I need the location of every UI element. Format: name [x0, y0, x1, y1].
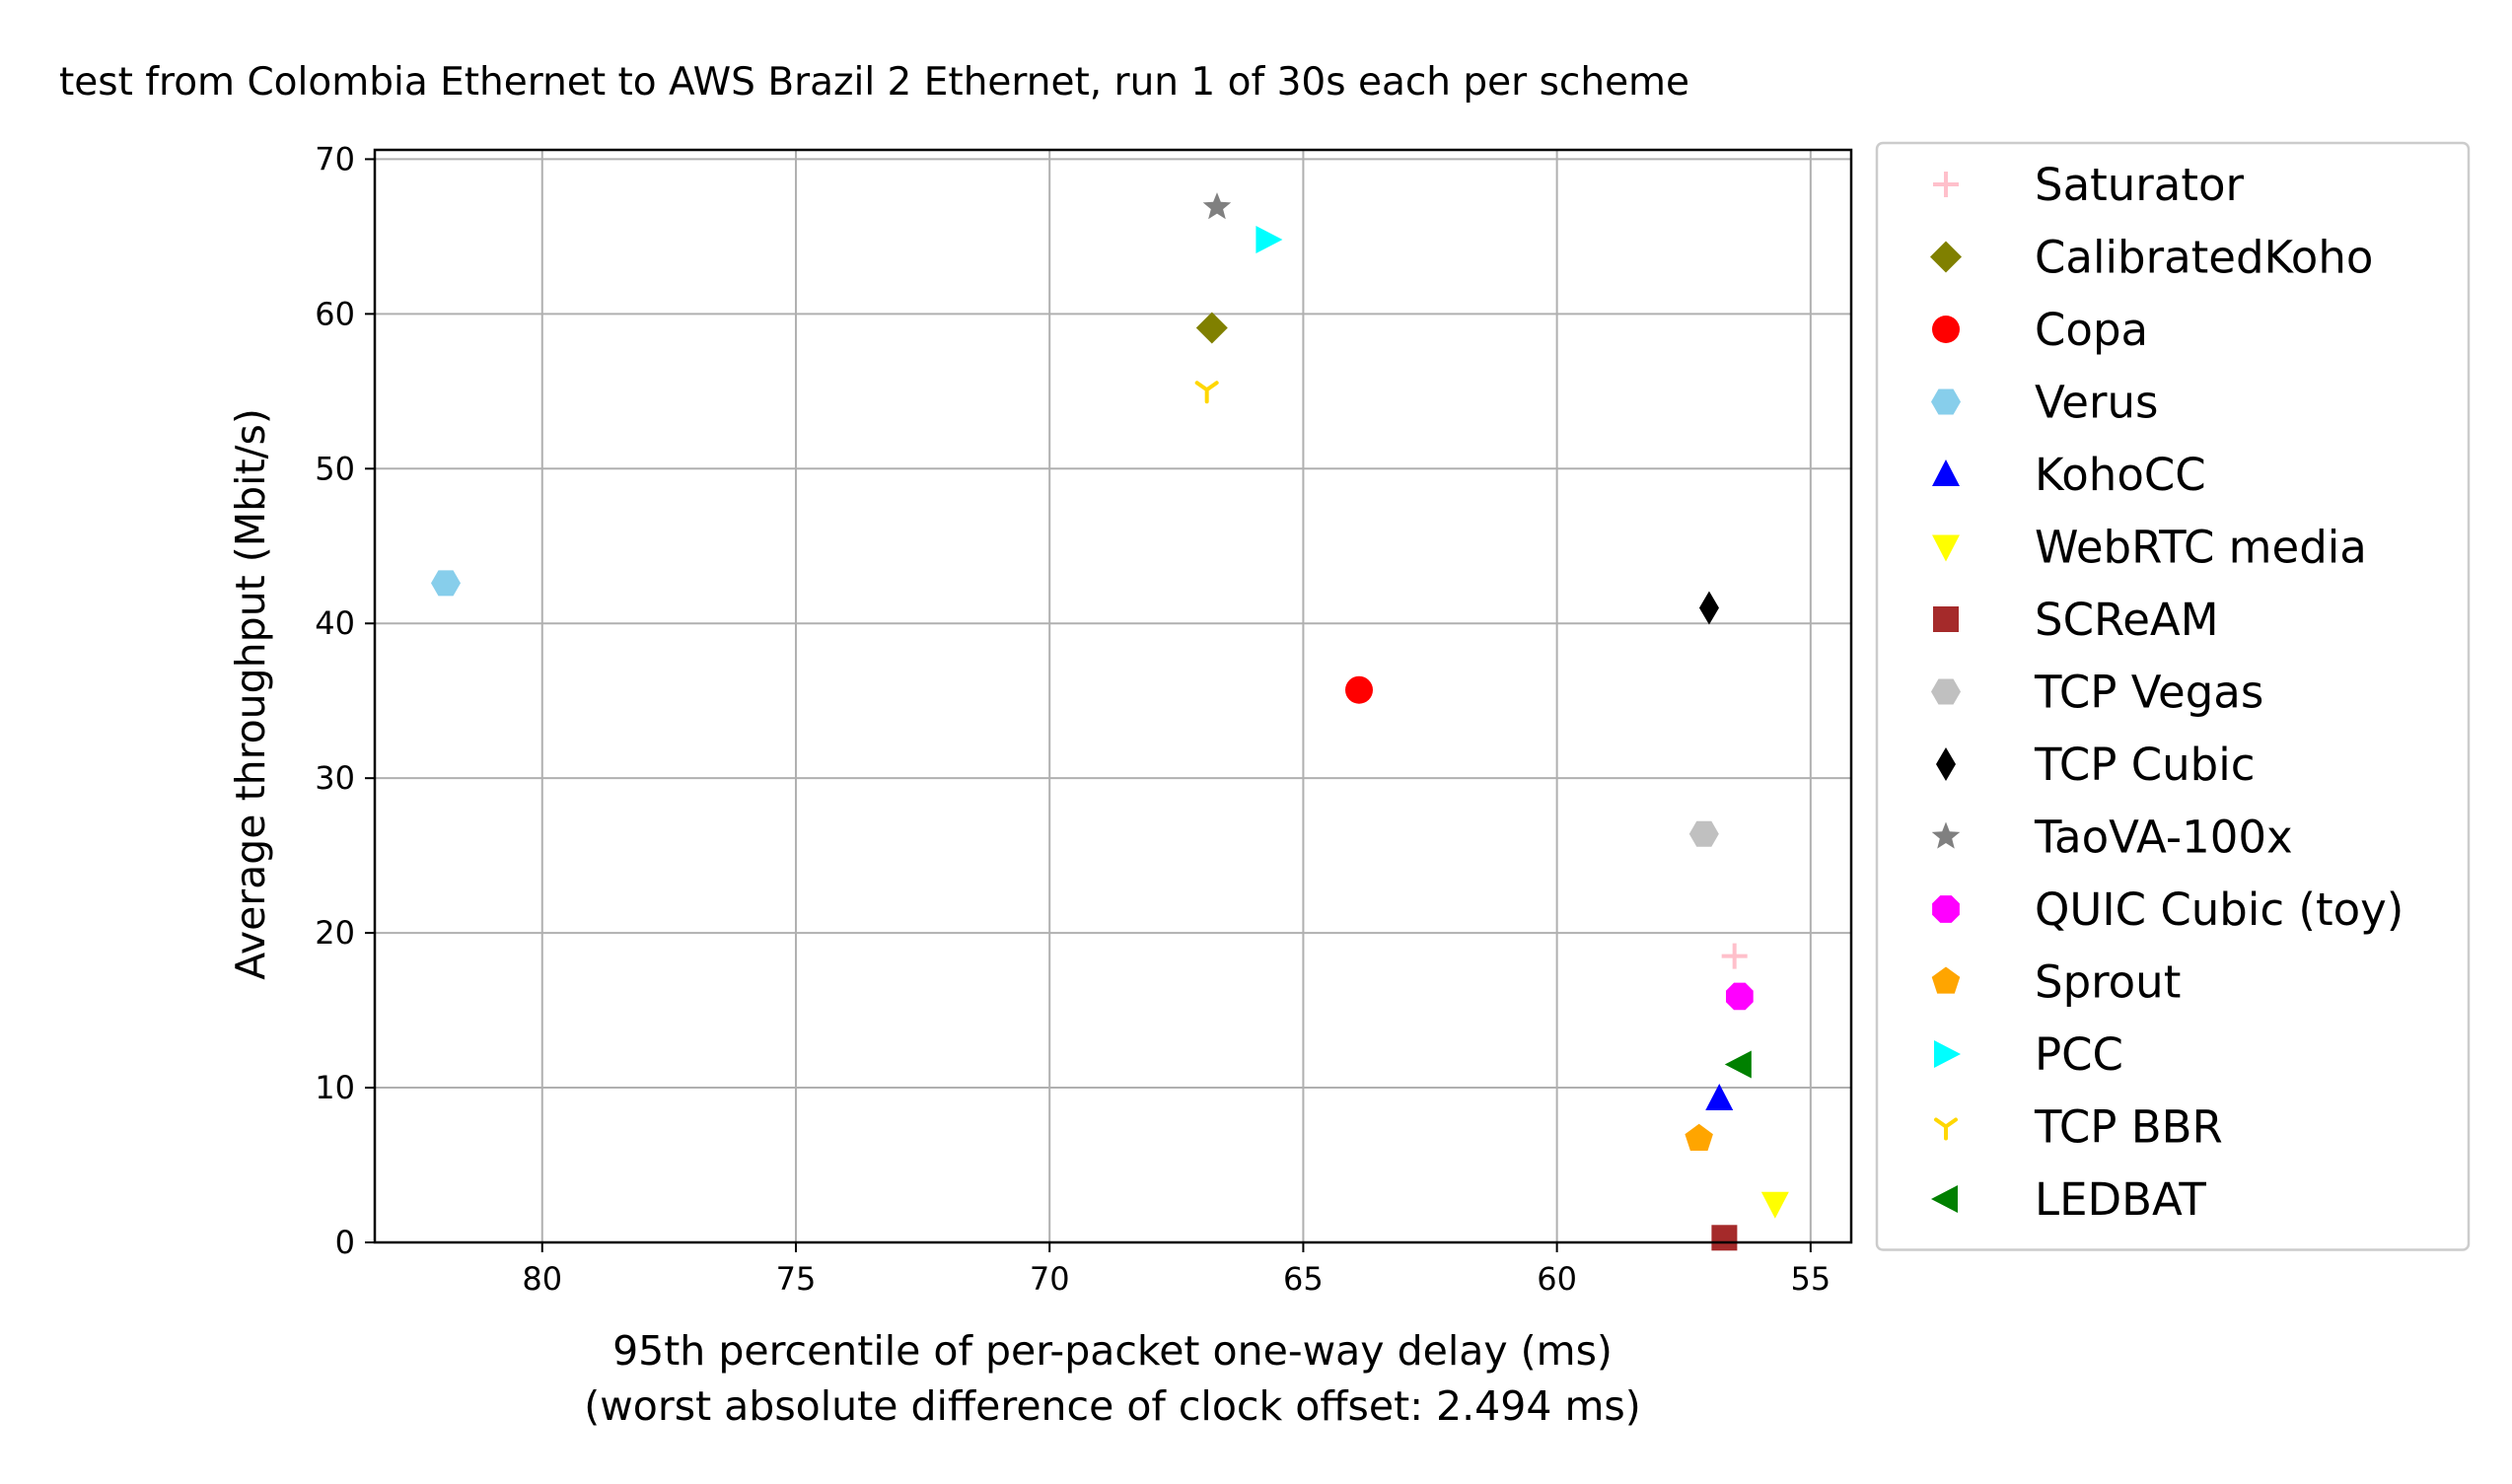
- plot-area: [373, 148, 1853, 1244]
- point-scream: [1711, 1225, 1738, 1251]
- chart-title: test from Colombia Ethernet to AWS Brazi…: [59, 60, 1689, 105]
- data-points: [431, 192, 1789, 1251]
- point-ledbat: [1724, 1050, 1752, 1079]
- x-axis-label: 95th percentile of per-packet one-way de…: [612, 1327, 1613, 1375]
- x-tick-label: 55: [1790, 1260, 1830, 1298]
- legend-marker-tcp-cubic: [1936, 747, 1956, 781]
- x-axis-sublabel: (worst absolute difference of clock offs…: [584, 1382, 1641, 1430]
- legend-marker-taova-100x: [1931, 821, 1961, 849]
- legend-label-scream: SCReAM: [2035, 594, 2219, 646]
- point-saturator: [1721, 943, 1748, 969]
- point-pcc: [1256, 226, 1283, 254]
- legend-marker-sprout: [1931, 966, 1961, 994]
- y-axis-label: Average throughput (Mbit/s): [227, 408, 274, 980]
- legend-label-calibratedkoho: CalibratedKoho: [2035, 232, 2373, 284]
- x-tick-label: 60: [1537, 1260, 1577, 1298]
- point-quic-cubic-toy: [1726, 982, 1754, 1011]
- legend-marker-saturator: [1933, 172, 1959, 197]
- point-tcp-bbr: [1194, 381, 1219, 404]
- legend-label-webrtc-media: WebRTC media: [2035, 522, 2367, 574]
- y-tick-label: 40: [315, 604, 355, 642]
- y-tick-label: 70: [315, 140, 355, 177]
- x-tick-label: 75: [776, 1260, 817, 1298]
- legend-label-saturator: Saturator: [2035, 159, 2245, 211]
- x-tick-label: 80: [522, 1260, 562, 1298]
- legend-label-taova-100x: TaoVA-100x: [2034, 812, 2293, 864]
- x-tick-label: 65: [1283, 1260, 1324, 1298]
- legend-label-tcp-cubic: TCP Cubic: [2034, 739, 2255, 791]
- legend-label-verus: Verus: [2035, 377, 2158, 429]
- legend-marker-kohocc: [1932, 459, 1960, 486]
- legend-frame: [1875, 141, 2471, 1251]
- point-calibratedkoho: [1195, 312, 1228, 344]
- point-taova-100x: [1202, 192, 1232, 220]
- legend-marker-tcp-vegas: [1931, 678, 1961, 705]
- point-verus: [431, 570, 461, 597]
- legend-label-tcp-bbr: TCP BBR: [2034, 1101, 2223, 1154]
- legend-label-tcp-vegas: TCP Vegas: [2034, 667, 2263, 719]
- point-sprout: [1685, 1123, 1713, 1151]
- y-tick-label: 20: [315, 914, 355, 952]
- point-kohocc: [1705, 1084, 1734, 1111]
- legend-label-sprout: Sprout: [2035, 956, 2181, 1009]
- legend-marker-verus: [1931, 389, 1961, 415]
- legend-marker-webrtc-media: [1932, 534, 1960, 562]
- point-tcp-vegas: [1688, 820, 1719, 847]
- y-tick-label: 60: [315, 295, 355, 332]
- y-tick-label: 50: [315, 450, 355, 487]
- grid-lines: [375, 150, 1851, 1243]
- legend: Saturator CalibratedKoho Copa Verus KohoCC We…: [1875, 141, 2471, 1251]
- legend-marker-calibratedkoho: [1930, 241, 1962, 273]
- legend-label-ledbat: LEDBAT: [2035, 1173, 2206, 1226]
- legend-marker-ledbat: [1931, 1185, 1958, 1213]
- legend-label-kohocc: KohoCC: [2035, 449, 2206, 501]
- legend-marker-tcp-bbr: [1934, 1117, 1958, 1141]
- y-tick-label: 30: [315, 759, 355, 797]
- legend-marker-quic-cubic-toy: [1932, 895, 1960, 923]
- y-tick-label: 10: [315, 1069, 355, 1106]
- point-webrtc-media: [1760, 1191, 1789, 1219]
- point-tcp-cubic: [1698, 591, 1719, 625]
- legend-marker-copa: [1932, 316, 1960, 343]
- axis-ticks: 80 75 70 65 60 55 0 10 20 30 40 50 60 70: [315, 140, 1830, 1298]
- legend-label-pcc: PCC: [2035, 1028, 2123, 1081]
- x-tick-label: 70: [1030, 1260, 1070, 1298]
- y-tick-label: 0: [335, 1224, 355, 1261]
- legend-marker-scream: [1933, 606, 1959, 632]
- legend-marker-pcc: [1934, 1040, 1961, 1068]
- legend-label-quic-cubic-toy: QUIC Cubic (toy): [2035, 883, 2404, 936]
- legend-label-copa: Copa: [2035, 304, 2148, 356]
- point-copa: [1345, 675, 1373, 704]
